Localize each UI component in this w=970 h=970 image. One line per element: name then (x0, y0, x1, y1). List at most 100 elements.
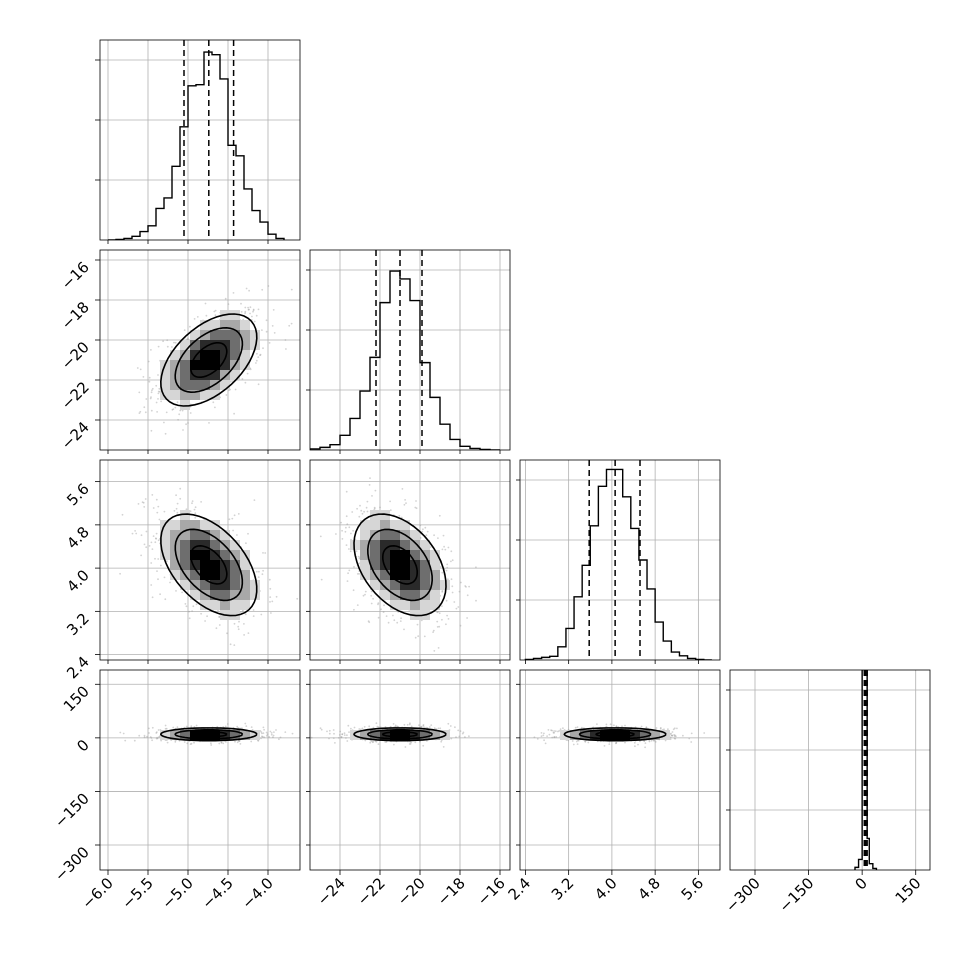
scatter-point (179, 409, 182, 412)
density-cell (190, 590, 200, 600)
scatter-point (349, 550, 352, 553)
scatter-point (263, 736, 266, 739)
density-cell (170, 350, 180, 360)
scatter-point (384, 726, 387, 728)
scatter-point (396, 725, 399, 728)
scatter-point (671, 734, 674, 737)
scatter-point (267, 285, 270, 287)
scatter-point (157, 578, 159, 581)
scatter-point (663, 728, 665, 731)
scatter-point (690, 741, 693, 743)
scatter-point (441, 590, 444, 592)
scatter-point (181, 591, 184, 594)
scatter-point (648, 740, 651, 743)
density-cell (180, 530, 190, 540)
scatter-point (371, 741, 374, 744)
scatter-point (355, 550, 358, 553)
density-cell (370, 540, 380, 550)
scatter-point (279, 736, 282, 739)
scatter-point (410, 741, 413, 744)
scatter-point (351, 511, 354, 513)
scatter-point (151, 494, 154, 496)
scatter-point (644, 746, 646, 749)
density-cell (210, 320, 220, 330)
scatter-point (143, 543, 146, 546)
scatter-point (367, 620, 370, 622)
scatter-point (194, 516, 197, 519)
scatter-point (288, 324, 291, 327)
scatter-point (421, 530, 424, 533)
scatter-point (259, 354, 261, 357)
density-contour (189, 341, 228, 379)
scatter-point (375, 740, 378, 743)
scatter-point (533, 736, 536, 739)
scatter-point (188, 610, 191, 613)
scatter-point (119, 572, 121, 575)
scatter-point (360, 509, 363, 512)
scatter-point (171, 346, 173, 348)
scatter-point (148, 727, 150, 730)
scatter-point (310, 736, 313, 739)
scatter-point (174, 741, 177, 743)
scatter-point (398, 514, 401, 517)
scatter-point (190, 725, 193, 728)
scatter-point (233, 514, 236, 517)
density-cell (220, 330, 230, 340)
density-cell (420, 600, 430, 610)
scatter-point (442, 534, 445, 537)
scatter-point (191, 500, 194, 502)
scatter-point (222, 742, 225, 745)
density-cell (180, 510, 190, 520)
scatter-point (400, 516, 403, 519)
scatter-point (241, 610, 244, 613)
scatter-point (200, 501, 203, 503)
scatter-point (581, 726, 583, 729)
scatter-point (639, 740, 641, 743)
scatter-point (233, 644, 236, 646)
scatter-point (460, 581, 462, 584)
density-cell (400, 540, 410, 550)
scatter-point (374, 740, 377, 743)
scatter-point (439, 727, 442, 730)
scatter-point (166, 339, 169, 342)
scatter-point (172, 726, 175, 729)
scatter-point (193, 726, 196, 728)
scatter-point (361, 727, 364, 730)
scatter-point (152, 535, 155, 537)
density-cell (240, 590, 250, 600)
scatter-point (613, 724, 615, 727)
scatter-point (157, 392, 160, 395)
scatter-point (164, 724, 167, 727)
scatter-point (429, 546, 432, 548)
scatter-point (442, 746, 445, 748)
scatter-point (353, 566, 355, 568)
scatter-point (256, 352, 258, 355)
scatter-point (156, 511, 159, 514)
scatter-point (240, 302, 242, 305)
scatter-point (340, 735, 343, 738)
scatter-point (271, 600, 274, 603)
scatter-point (174, 406, 177, 409)
scatter-point (173, 510, 176, 512)
scatter-point (271, 325, 274, 327)
density-cell (200, 590, 210, 600)
scatter-point (450, 560, 452, 563)
density-cell (580, 730, 590, 740)
scatter-point (150, 541, 153, 544)
scatter-point (193, 508, 196, 511)
scatter-point (415, 500, 417, 502)
scatter-point (358, 557, 361, 560)
scatter-point (179, 497, 182, 500)
scatter-point (464, 736, 466, 738)
density-cell (190, 330, 200, 340)
scatter-point (245, 725, 248, 727)
scatter-point (227, 303, 230, 305)
density-cell (220, 580, 230, 590)
scatter-point (165, 411, 168, 414)
scatter-point (208, 422, 210, 424)
density-cell (370, 560, 380, 570)
scatter-point (237, 625, 240, 628)
scatter-point (150, 562, 153, 564)
density-cell (380, 570, 390, 580)
scatter-point (466, 617, 468, 619)
